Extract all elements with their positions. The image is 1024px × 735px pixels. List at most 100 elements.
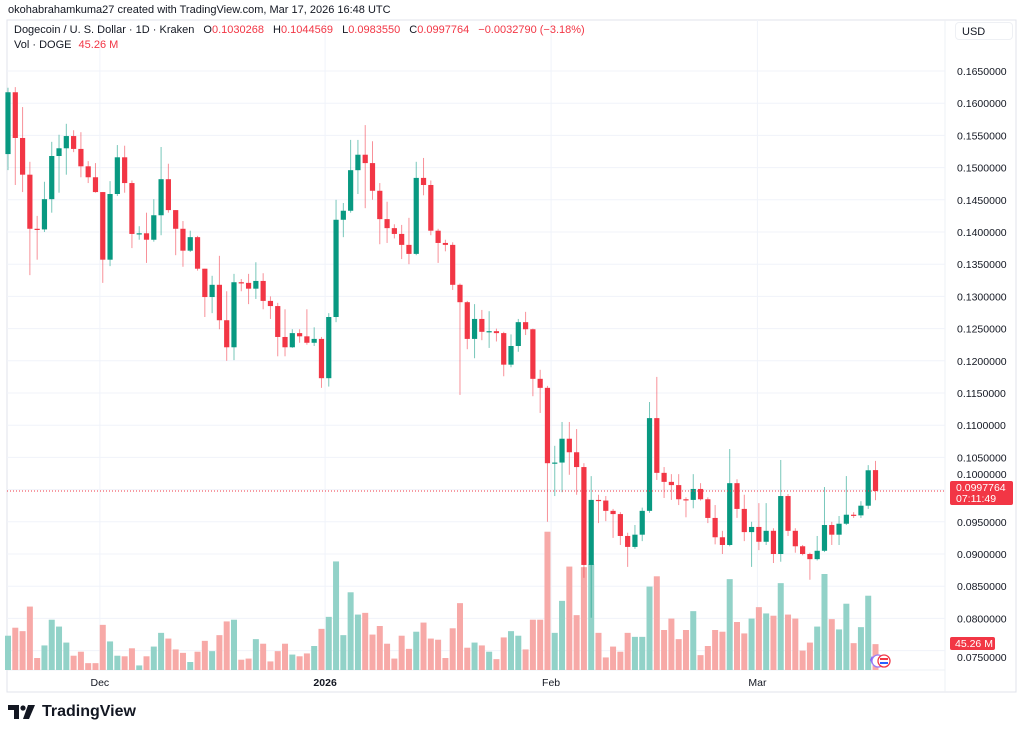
candle-body xyxy=(778,496,784,554)
volume-value: 45.26 M xyxy=(78,39,119,51)
symbol-title[interactable]: Dogecoin / U. S. Dollar · 1D · Kraken xyxy=(14,24,195,36)
candle xyxy=(646,402,653,513)
volume-bar xyxy=(413,631,420,670)
candle-body xyxy=(267,300,274,307)
candle xyxy=(625,532,631,567)
candle xyxy=(690,474,696,509)
candle-body xyxy=(537,378,543,388)
candle-body xyxy=(245,282,252,289)
tradingview-logo-icon xyxy=(8,705,35,719)
candle xyxy=(741,494,747,542)
candle-body xyxy=(435,230,441,243)
candle xyxy=(56,134,62,193)
candle-body xyxy=(238,282,244,284)
candle xyxy=(12,87,18,185)
volume-bar xyxy=(566,566,573,670)
volume-bar xyxy=(128,648,135,670)
volume-bar xyxy=(435,639,442,670)
candle xyxy=(530,328,536,397)
price-axis[interactable]: 0.1650000 0.1600000 0.1550000 0.1500000 0.14… xyxy=(957,66,1007,664)
volume-bar xyxy=(296,656,303,670)
volume-bar xyxy=(675,639,682,670)
candle-body xyxy=(785,496,791,531)
candle-body xyxy=(712,517,718,538)
candle-body xyxy=(544,387,551,464)
candle xyxy=(559,421,565,493)
volume-bar xyxy=(580,567,587,670)
candle-body xyxy=(792,530,798,547)
candle-body xyxy=(574,452,580,468)
candle xyxy=(501,331,507,377)
us-flag-icon[interactable] xyxy=(877,654,891,668)
price-tick-label: 0.1000000 xyxy=(957,469,1007,481)
price-tick-label: 0.1550000 xyxy=(957,130,1007,142)
candle-body xyxy=(355,154,361,171)
candle-body xyxy=(595,499,602,502)
candle xyxy=(27,161,33,276)
candle-body xyxy=(78,148,84,167)
time-axis[interactable]: Dec 2026 Feb Mar xyxy=(91,677,767,689)
candle xyxy=(231,273,237,361)
price-tick-label: 0.0900000 xyxy=(957,549,1007,561)
candle xyxy=(63,123,69,175)
candle xyxy=(544,385,551,522)
candle-body xyxy=(428,184,434,231)
candle-body xyxy=(19,137,26,175)
volume-bar xyxy=(529,619,536,670)
open-label: O xyxy=(203,24,212,36)
candle xyxy=(654,376,660,480)
candle-body xyxy=(843,514,849,524)
volume-bar xyxy=(836,629,843,670)
volume-bar xyxy=(624,632,631,670)
volume-bar xyxy=(12,627,19,670)
candle xyxy=(471,304,478,359)
volume-bar xyxy=(282,643,289,670)
price-tick-label: 0.1450000 xyxy=(957,195,1007,207)
volume-bar xyxy=(420,622,427,670)
candle-body xyxy=(202,268,208,298)
volume-bar xyxy=(551,632,558,670)
candle-body xyxy=(501,333,507,365)
volume-bar xyxy=(828,619,835,670)
candle xyxy=(676,474,682,506)
candle-body xyxy=(399,233,405,245)
candle xyxy=(369,141,376,200)
time-tick-label: Feb xyxy=(542,677,560,689)
volume-bar xyxy=(741,633,748,670)
candle-body xyxy=(763,530,769,542)
candle-body xyxy=(34,228,40,230)
candle-body xyxy=(705,499,711,518)
volume-bar xyxy=(471,642,478,670)
candle xyxy=(829,521,835,545)
candle-body xyxy=(741,508,747,533)
volume-bar xyxy=(92,663,99,670)
candle-body xyxy=(814,550,820,560)
volume-bar xyxy=(544,531,551,670)
candle-body xyxy=(194,237,201,269)
price-tick-label: 0.0950000 xyxy=(957,517,1007,529)
event-badges[interactable] xyxy=(870,654,891,668)
tradingview-logo[interactable]: TradingView xyxy=(8,703,136,721)
candle-body xyxy=(654,418,660,473)
candle xyxy=(355,139,361,195)
currency-button[interactable]: USD xyxy=(955,22,1013,40)
candle xyxy=(792,528,798,553)
candle-body xyxy=(719,537,726,545)
volume-bar xyxy=(792,618,799,670)
candle-body xyxy=(122,157,128,184)
price-tick-label: 0.0800000 xyxy=(957,613,1007,625)
candle-body xyxy=(566,438,572,453)
candle xyxy=(19,107,26,193)
candle xyxy=(712,505,718,545)
volume-bar xyxy=(143,656,150,670)
candle xyxy=(872,460,879,501)
candle xyxy=(581,463,587,578)
volume-bar xyxy=(201,640,208,670)
volume-bar xyxy=(610,646,617,670)
candle xyxy=(865,465,871,509)
volume-label[interactable]: Vol · DOGE xyxy=(14,39,72,51)
price-tick-label: 0.1350000 xyxy=(957,259,1007,271)
candle-body xyxy=(100,192,106,260)
candle-body xyxy=(304,336,310,343)
